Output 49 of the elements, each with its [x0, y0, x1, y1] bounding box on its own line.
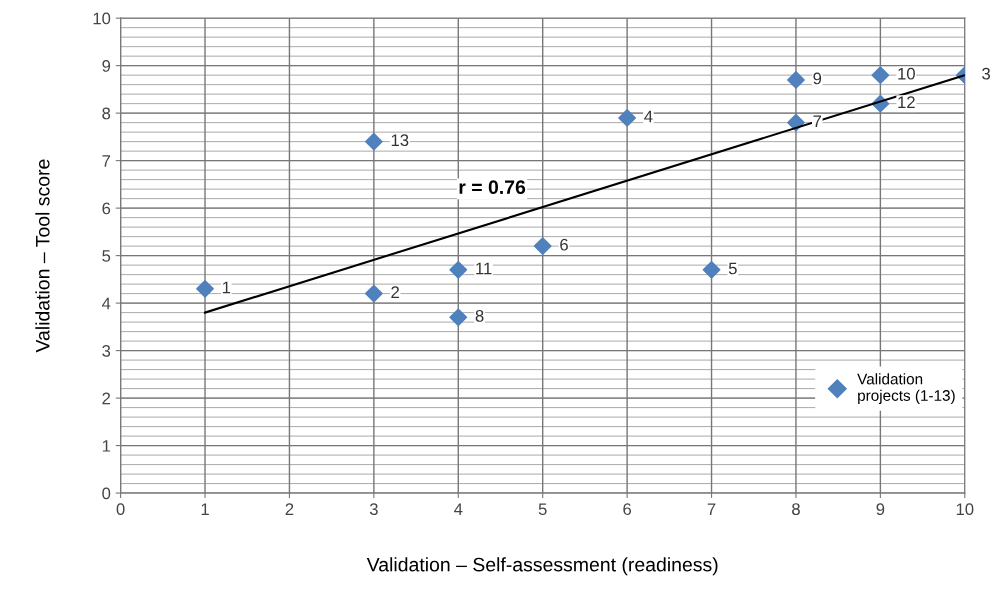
annotation: 8: [475, 310, 484, 322]
y-tick-label: 6: [102, 202, 111, 215]
y-tick-label: 8: [102, 107, 111, 120]
annotation: 2: [391, 286, 399, 298]
annotation: 1: [222, 281, 231, 294]
point: [196, 279, 214, 298]
point: [364, 132, 383, 151]
x-tick-label: 10: [956, 503, 974, 516]
point: [871, 66, 890, 85]
point: [787, 70, 805, 89]
annotation: 3: [982, 67, 990, 80]
x-tick-label: 8: [792, 503, 800, 516]
y-tick-label: 4: [101, 297, 111, 310]
annotation: 7: [813, 115, 822, 127]
y-tick-label: 2: [102, 392, 111, 405]
y-tick-label: 3: [102, 345, 111, 357]
annotation: 13: [391, 134, 409, 147]
legend-label: Validation projects (1-13): [857, 373, 955, 404]
annotation: 5: [728, 262, 737, 275]
y-tick-label: 0: [102, 487, 111, 500]
y-tick-label: 5: [102, 250, 111, 262]
x-tick-label: 7: [707, 503, 716, 515]
annotation: 6: [560, 238, 568, 251]
annotation: r = 0.76: [459, 180, 526, 195]
y-tick-label: 10: [93, 12, 111, 25]
x-tick-label: 9: [876, 503, 885, 516]
x-tick-label: 1: [201, 503, 209, 515]
y-axis-title: Validation – Tool score: [35, 159, 50, 353]
x-tick-label: 2: [285, 503, 294, 515]
x-axis-title: Validation – Self-assessment (readiness): [366, 557, 718, 576]
annotation: 12: [898, 96, 915, 108]
y-tick-label: 7: [102, 155, 111, 167]
annotation: 4: [644, 110, 653, 123]
annotation: 11: [476, 262, 492, 275]
annotation: 9: [813, 72, 822, 85]
point: [533, 237, 552, 256]
point: [449, 260, 468, 279]
x-tick-label: 6: [623, 503, 632, 516]
y-tick-label: 1: [102, 440, 111, 452]
point: [618, 108, 637, 127]
x-tick-label: 4: [454, 503, 463, 515]
annotation: 10: [898, 67, 915, 80]
point: [364, 284, 383, 303]
point: [449, 308, 468, 327]
point: [702, 260, 721, 279]
x-tick-label: 0: [116, 503, 125, 516]
x-tick-label: 3: [369, 503, 378, 516]
y-tick-label: 9: [102, 60, 111, 72]
x-tick-label: 5: [538, 503, 547, 516]
